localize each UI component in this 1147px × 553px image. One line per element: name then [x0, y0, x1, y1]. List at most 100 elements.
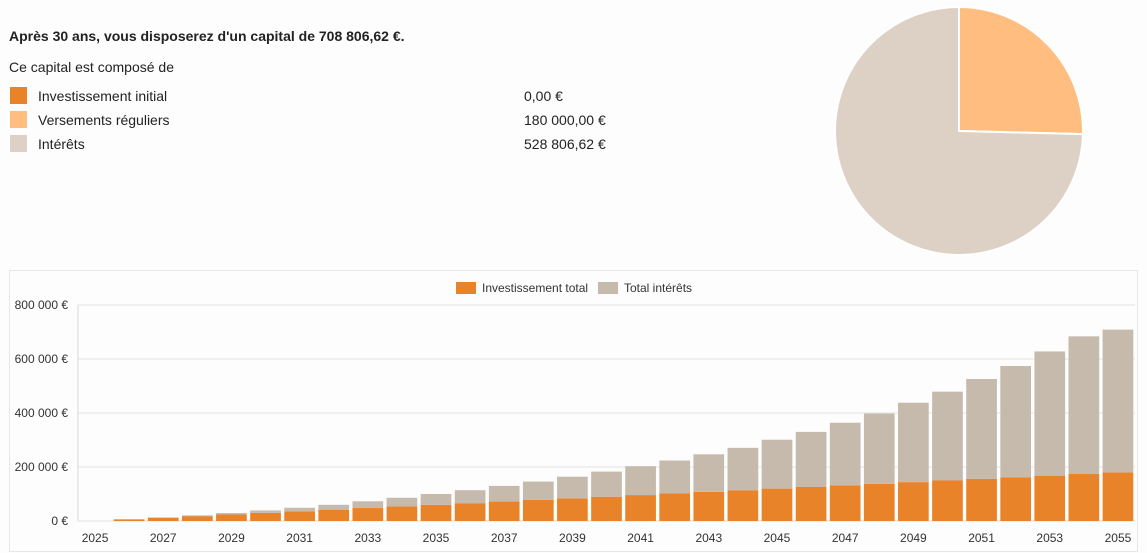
- capital-summary: Après 30 ans, vous disposerez d'un capit…: [9, 26, 629, 157]
- legend-label-1[interactable]: Total intérêts: [624, 281, 692, 295]
- bar-interest-2037: [488, 485, 520, 502]
- bar-investment-2046: [795, 486, 827, 521]
- x-tick-label: 2035: [423, 531, 450, 545]
- x-tick-label: 2051: [968, 531, 995, 545]
- x-tick-label: 2053: [1036, 531, 1063, 545]
- bar-interest-2045: [761, 439, 793, 489]
- bar-interest-2053: [1034, 351, 1066, 476]
- y-tick-label: 800 000 €: [15, 298, 69, 312]
- bar-interest-2035: [420, 494, 452, 505]
- bar-interest-2036: [454, 490, 486, 504]
- y-tick-label: 200 000 €: [15, 460, 69, 474]
- bar-interest-2032: [318, 504, 350, 510]
- x-tick-label: 2041: [627, 531, 654, 545]
- x-tick-label: 2027: [150, 531, 177, 545]
- bar-investment-2045: [761, 488, 793, 521]
- bar-investment-2054: [1068, 474, 1100, 521]
- bar-investment-2053: [1034, 475, 1066, 521]
- composition-label: Investissement initial: [38, 88, 168, 104]
- x-tick-label: 2029: [218, 531, 245, 545]
- bar-investment-2037: [488, 501, 520, 521]
- bar-investment-2052: [1000, 477, 1032, 521]
- chart-legend: Investissement total Total intérêts: [456, 281, 692, 295]
- x-tick-label: 2025: [82, 531, 109, 545]
- legend-swatch-0[interactable]: [456, 282, 476, 294]
- bar-interest-2029: [216, 513, 247, 515]
- x-tick-label: 2049: [900, 531, 927, 545]
- swatch-interest: [10, 135, 27, 152]
- bar-investment-2031: [284, 511, 315, 521]
- stacked-bar-chart: 0 € 200 000 € 400 000 € 600 000 € 800 000 € 2…: [15, 281, 1135, 545]
- composition-row-regular: Versements réguliers 180 000,00 €: [9, 109, 629, 133]
- swatch-initial: [10, 87, 27, 104]
- y-tick-label: 0 €: [51, 514, 68, 528]
- bar-investment-2044: [727, 490, 759, 521]
- composition-value: 0,00 €: [524, 88, 563, 104]
- x-tick-label: 2047: [832, 531, 859, 545]
- composition-list: Investissement initial 0,00 € Versements…: [9, 85, 629, 157]
- bar-interest-2040: [591, 471, 622, 497]
- bar-investment-2043: [693, 491, 725, 521]
- bar-investment-2032: [318, 509, 350, 521]
- bar-interest-2031: [284, 507, 315, 512]
- bar-investment-2035: [420, 504, 452, 521]
- x-tick-label: 2033: [354, 531, 381, 545]
- bar-interest-2051: [966, 378, 997, 479]
- bar-interest-2054: [1068, 336, 1100, 475]
- bar-interest-2043: [693, 454, 725, 492]
- x-tick-label: 2037: [491, 531, 518, 545]
- legend-swatch-1[interactable]: [598, 282, 618, 294]
- x-tick-label: 2031: [286, 531, 313, 545]
- y-tick-label: 600 000 €: [15, 352, 69, 366]
- bar-investment-2039: [557, 498, 588, 521]
- x-tick-label: 2039: [559, 531, 586, 545]
- bar-interest-2039: [557, 476, 588, 499]
- bar-investment-2038: [522, 499, 554, 521]
- bar-investment-2048: [863, 483, 895, 521]
- bar-interest-2041: [625, 466, 656, 496]
- bar-investment-2041: [625, 495, 656, 521]
- x-tick-label: 2055: [1105, 531, 1132, 545]
- composition-value: 180 000,00 €: [524, 112, 606, 128]
- bar-interest-2048: [863, 413, 895, 484]
- bar-investment-2040: [591, 496, 622, 521]
- bar-interest-2034: [386, 497, 418, 507]
- bar-investment-2028: [181, 516, 213, 521]
- composition-value: 528 806,62 €: [524, 136, 606, 152]
- y-tick-label: 400 000 €: [15, 406, 69, 420]
- legend-label-0[interactable]: Investissement total: [482, 281, 588, 295]
- bar-interest-2046: [795, 431, 827, 487]
- pie-slice-2: [834, 5, 1084, 256]
- bar-investment-2047: [829, 485, 861, 521]
- x-tick-label: 2043: [695, 531, 722, 545]
- bar-investment-2042: [659, 493, 691, 521]
- bar-investment-2051: [966, 478, 997, 521]
- bar-investment-2036: [454, 503, 486, 521]
- pie-slice-1: [958, 5, 1084, 136]
- bar-interest-2038: [522, 481, 554, 500]
- bar-interest-2033: [352, 501, 384, 509]
- bar-interest-2042: [659, 460, 691, 494]
- bar-investment-2050: [932, 480, 963, 521]
- composition-intro: Ce capital est composé de: [9, 59, 174, 75]
- composition-pie-chart: [834, 5, 1084, 256]
- bar-investment-2026: [113, 519, 145, 521]
- swatch-regular: [10, 111, 27, 128]
- bar-investment-2030: [250, 512, 281, 521]
- bar-investment-2034: [386, 506, 418, 521]
- bar-investment-2049: [898, 482, 929, 521]
- bar-interest-2050: [932, 391, 963, 481]
- bar-investment-2029: [216, 514, 247, 521]
- composition-row-interest: Intérêts 528 806,62 €: [9, 133, 629, 157]
- composition-row-initial: Investissement initial 0,00 €: [9, 85, 629, 109]
- bar-investment-2033: [352, 508, 384, 521]
- bar-investment-2055: [1102, 472, 1134, 521]
- bar-interest-2028: [181, 515, 213, 517]
- capital-headline: Après 30 ans, vous disposerez d'un capit…: [9, 28, 405, 44]
- x-tick-label: 2045: [764, 531, 791, 545]
- bar-interest-2030: [250, 510, 281, 513]
- capital-evolution-chart: 0 € 200 000 € 400 000 € 600 000 € 800 000 € 2…: [9, 270, 1138, 552]
- bar-interest-2049: [898, 402, 929, 483]
- bar-investment-2027: [147, 517, 179, 521]
- composition-label: Versements réguliers: [38, 112, 170, 128]
